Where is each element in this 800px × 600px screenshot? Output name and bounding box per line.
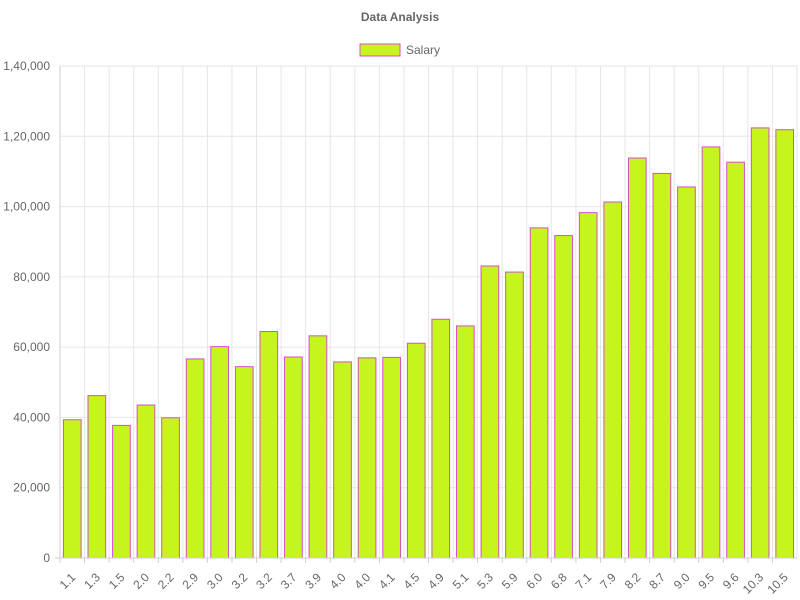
x-tick-label-25: 9.0 (671, 570, 693, 592)
y-tick-label-6: 1,20,000 (3, 129, 50, 143)
y-tick-label-7: 1,40,000 (3, 59, 50, 73)
bar-17 (480, 265, 500, 559)
x-tick-label-16: 5.1 (450, 570, 472, 592)
bar-27 (726, 161, 745, 559)
x-tick-label-28: 10.3 (740, 570, 767, 597)
x-tick-label-20: 6.8 (548, 570, 570, 592)
x-tick-label-23: 8.2 (622, 570, 644, 592)
y-tick-label-1: 20,000 (13, 481, 50, 495)
x-tick-label-15: 4.9 (425, 570, 447, 592)
bar-26 (701, 146, 721, 559)
y-axis: 0 20,000 40,000 60,000 80,000 1,00,000 1,20,00… (3, 59, 61, 565)
x-tick-label-12: 4.0 (352, 570, 374, 592)
x-tick-label-26: 9.5 (695, 570, 717, 592)
y-tick-label-2: 40,000 (13, 410, 50, 424)
bar-7 (234, 366, 254, 559)
bar-19 (529, 227, 549, 559)
x-tick-label-4: 2.2 (155, 570, 177, 592)
y-tick-label-5: 1,00,000 (3, 200, 50, 214)
bar-16 (456, 325, 475, 559)
bar-25 (677, 186, 696, 559)
x-tick-label-29: 10.5 (764, 570, 791, 597)
x-tick-label-3: 2.0 (130, 570, 152, 592)
x-tick-label-27: 9.6 (720, 570, 742, 592)
legend-swatch-salary (359, 43, 401, 57)
bar-11 (333, 361, 352, 559)
bars (62, 127, 795, 559)
bar-10 (308, 335, 328, 559)
bar-1 (87, 395, 107, 559)
bar-23 (627, 157, 647, 559)
bar-18 (505, 271, 524, 559)
bar-21 (578, 212, 598, 559)
x-tick-label-14: 4.5 (401, 570, 423, 592)
bar-29 (775, 129, 795, 559)
x-tick-label-17: 5.3 (474, 570, 496, 592)
x-tick-label-11: 4.0 (327, 570, 349, 592)
bar-22 (603, 201, 623, 559)
x-tick-label-10: 3.9 (302, 570, 324, 592)
x-tick-label-1: 1.3 (81, 570, 103, 592)
x-tick-label-8: 3.2 (253, 570, 275, 592)
x-tick-label-22: 7.9 (597, 570, 619, 592)
x-tick-label-9: 3.7 (278, 570, 300, 592)
bar-24 (652, 172, 672, 559)
legend: Salary (359, 43, 440, 57)
bar-2 (112, 424, 131, 559)
x-tick-label-0: 1.1 (57, 570, 79, 592)
x-tick-label-5: 2.9 (180, 570, 202, 592)
bar-8 (259, 331, 279, 559)
x-axis: 1.1 1.3 1.5 2.0 2.2 2.9 3.0 3.2 3.2 3.7 3.9 4.0 4.0 4… (55, 557, 797, 597)
bar-20 (554, 235, 573, 559)
chart-title: Data Analysis (361, 10, 440, 24)
y-tick-label-3: 60,000 (13, 340, 50, 354)
bar-6 (210, 346, 230, 559)
bar-12 (357, 357, 377, 559)
bar-3 (136, 404, 156, 559)
x-tick-label-6: 3.0 (204, 570, 226, 592)
bar-28 (750, 127, 770, 559)
y-tick-label-4: 80,000 (13, 270, 50, 284)
bar-9 (284, 356, 303, 559)
x-tick-label-21: 7.1 (573, 570, 595, 592)
legend-label-salary: Salary (406, 43, 440, 57)
bar-15 (431, 318, 451, 559)
x-tick-label-13: 4.1 (376, 570, 398, 592)
x-tick-label-7: 3.2 (229, 570, 251, 592)
bar-4 (161, 417, 180, 559)
grid-lines (59, 65, 798, 559)
x-tick-label-2: 1.5 (106, 570, 128, 592)
bar-5 (185, 358, 205, 559)
x-tick-label-24: 8.7 (646, 570, 668, 592)
bar-0 (62, 419, 82, 559)
x-tick-label-19: 6.0 (523, 570, 545, 592)
x-tick-label-18: 5.9 (499, 570, 521, 592)
bar-13 (382, 356, 401, 559)
y-tick-label-0: 0 (43, 551, 50, 565)
bar-14 (406, 342, 426, 559)
